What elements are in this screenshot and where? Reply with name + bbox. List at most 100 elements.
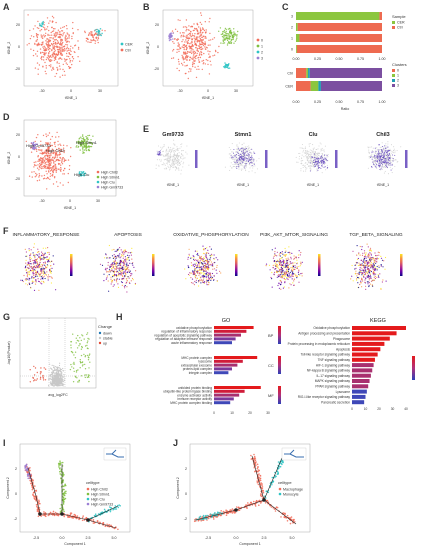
point xyxy=(40,258,42,260)
point xyxy=(159,150,161,152)
point xyxy=(287,278,289,280)
point xyxy=(42,264,44,266)
point xyxy=(41,166,43,168)
point xyxy=(235,154,238,156)
point xyxy=(122,275,124,278)
point xyxy=(372,271,374,274)
point xyxy=(82,148,84,150)
point xyxy=(52,159,54,162)
point xyxy=(62,26,64,29)
point xyxy=(195,76,198,79)
point xyxy=(199,27,202,29)
point xyxy=(279,258,281,260)
point xyxy=(116,281,118,283)
point xyxy=(310,158,312,160)
point xyxy=(188,29,190,31)
panel-f-title-4: TGF_BETA_SIGNALING xyxy=(349,232,402,238)
point xyxy=(392,152,394,154)
point xyxy=(250,156,252,159)
point xyxy=(173,147,175,149)
point xyxy=(52,152,55,155)
point xyxy=(52,68,55,70)
point xyxy=(389,157,391,159)
point xyxy=(303,164,305,166)
point xyxy=(380,168,382,170)
point xyxy=(237,158,239,160)
point xyxy=(185,44,188,47)
point xyxy=(376,152,378,154)
point xyxy=(372,257,374,259)
point xyxy=(58,147,60,150)
point xyxy=(364,256,366,258)
point xyxy=(187,266,190,268)
point xyxy=(285,254,287,256)
point xyxy=(299,152,301,154)
point xyxy=(300,170,302,172)
point xyxy=(313,161,315,164)
point xyxy=(233,156,235,158)
point xyxy=(190,50,192,52)
point xyxy=(56,40,59,42)
point xyxy=(256,168,259,170)
point xyxy=(171,30,174,32)
point xyxy=(49,158,51,161)
point xyxy=(301,154,303,156)
point xyxy=(306,163,308,165)
point xyxy=(206,262,209,264)
point xyxy=(385,280,387,282)
point xyxy=(231,158,233,160)
point xyxy=(254,172,256,174)
point xyxy=(56,31,58,34)
point xyxy=(32,259,34,262)
point xyxy=(50,64,52,66)
point xyxy=(109,265,111,267)
point xyxy=(192,270,194,272)
point xyxy=(193,266,196,268)
point xyxy=(305,161,307,164)
point xyxy=(174,144,176,146)
point xyxy=(56,66,58,69)
point xyxy=(190,264,193,267)
point xyxy=(37,254,39,256)
point xyxy=(367,253,369,255)
point xyxy=(370,261,372,264)
point xyxy=(96,39,99,41)
point xyxy=(208,284,210,286)
point xyxy=(46,256,48,258)
point xyxy=(158,151,160,153)
panel-d-annot-gm9733: High Gm9733 xyxy=(26,143,51,148)
point xyxy=(276,255,278,257)
point xyxy=(35,264,37,266)
point xyxy=(279,252,281,255)
point xyxy=(317,159,319,161)
point xyxy=(124,273,127,275)
panel-a-ytick-0: 20 xyxy=(16,23,20,27)
panel-c-legend-c3-swatch xyxy=(392,84,395,87)
point xyxy=(103,273,105,275)
point xyxy=(30,147,32,149)
point xyxy=(31,282,33,284)
point xyxy=(119,273,121,276)
point xyxy=(197,57,199,59)
point xyxy=(26,279,28,281)
point xyxy=(47,54,49,57)
point xyxy=(35,266,37,269)
point xyxy=(239,156,241,158)
point xyxy=(306,156,308,159)
point xyxy=(172,32,174,34)
point xyxy=(172,161,174,163)
point xyxy=(53,51,55,53)
point xyxy=(222,66,225,68)
point xyxy=(64,60,66,62)
panel-c-bottom-bars xyxy=(296,68,382,91)
colorbar xyxy=(195,150,198,168)
point xyxy=(382,155,384,157)
point xyxy=(232,163,234,166)
point xyxy=(387,158,389,160)
point xyxy=(239,158,241,160)
point xyxy=(176,161,179,163)
point xyxy=(196,41,199,43)
point xyxy=(234,158,236,160)
point xyxy=(71,63,73,66)
point xyxy=(79,60,81,62)
